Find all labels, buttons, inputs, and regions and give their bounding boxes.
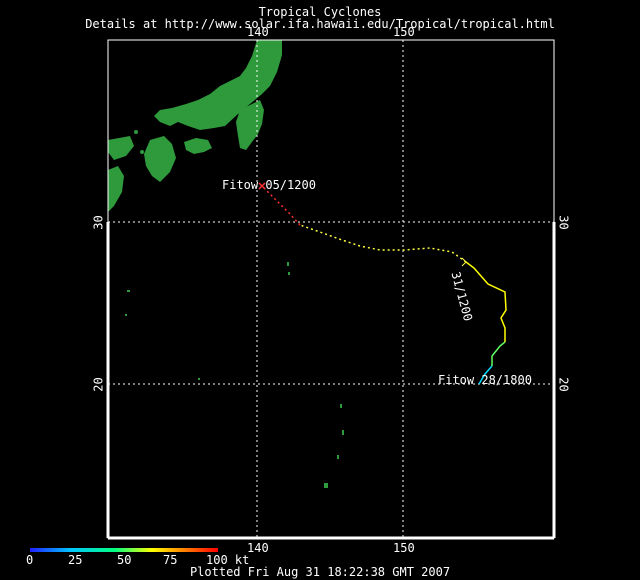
track-mid-marker [461,257,467,267]
lon-label-bottom-140: 140 [247,541,269,555]
land-honshu-east [236,100,264,150]
track-seg-weak [478,365,493,385]
wind-colorbar [30,548,218,552]
storm-track [258,182,507,385]
land-honshu-north [154,40,282,130]
land-noto [228,92,236,104]
track-seg-forecast [261,185,301,226]
legend-tick-75: 75 [163,553,178,567]
land-masses [108,40,344,488]
track-seg-strong [465,261,507,342]
lat-label-left-30: 30 [91,215,106,230]
legend-tick-50: 50 [117,553,132,567]
land-izu-2 [288,272,290,275]
lon-label-top-140: 140 [247,25,269,39]
land-china-coast [108,166,124,212]
land-islet-w [125,314,127,316]
plotted-timestamp: Plotted Fri Aug 31 18:22:38 GMT 2007 [189,565,451,579]
storm-start-label: Fitow 28/1800 [438,373,532,387]
land-islet-c [198,378,200,380]
land-kyushu [144,136,176,182]
land-shikoku [184,138,212,154]
land-mariana-3 [337,455,339,459]
lon-label-bottom-150: 150 [393,541,415,555]
lat-label-right-20: 20 [556,377,571,392]
legend-tick-0: 0 [26,553,34,567]
land-izu-1 [287,262,289,266]
lat-label-left-20: 20 [91,377,106,392]
land-korea-tip [108,136,134,160]
map-title: Tropical Cyclones [258,5,382,19]
land-tsushima [134,130,138,134]
legend-tick-100: 100 kt [206,553,250,567]
track-seg-dotted [299,224,467,263]
land-mariana-1 [340,404,342,408]
track-end-marker [258,182,266,190]
storm-end-label: Fitow 05/1200 [222,178,316,192]
legend-tick-25: 25 [68,553,83,567]
land-goto [140,150,144,154]
lat-label-right-30: 30 [556,215,571,230]
land-mariana-2 [342,430,344,435]
track-seg-ts [491,341,506,366]
lon-label-top-150: 150 [393,25,415,39]
map-subtitle: Details at http://www.solar.ifa.hawaii.e… [85,17,555,31]
land-ryukyu [127,290,130,292]
land-sado [252,70,256,74]
land-guam [324,483,328,488]
